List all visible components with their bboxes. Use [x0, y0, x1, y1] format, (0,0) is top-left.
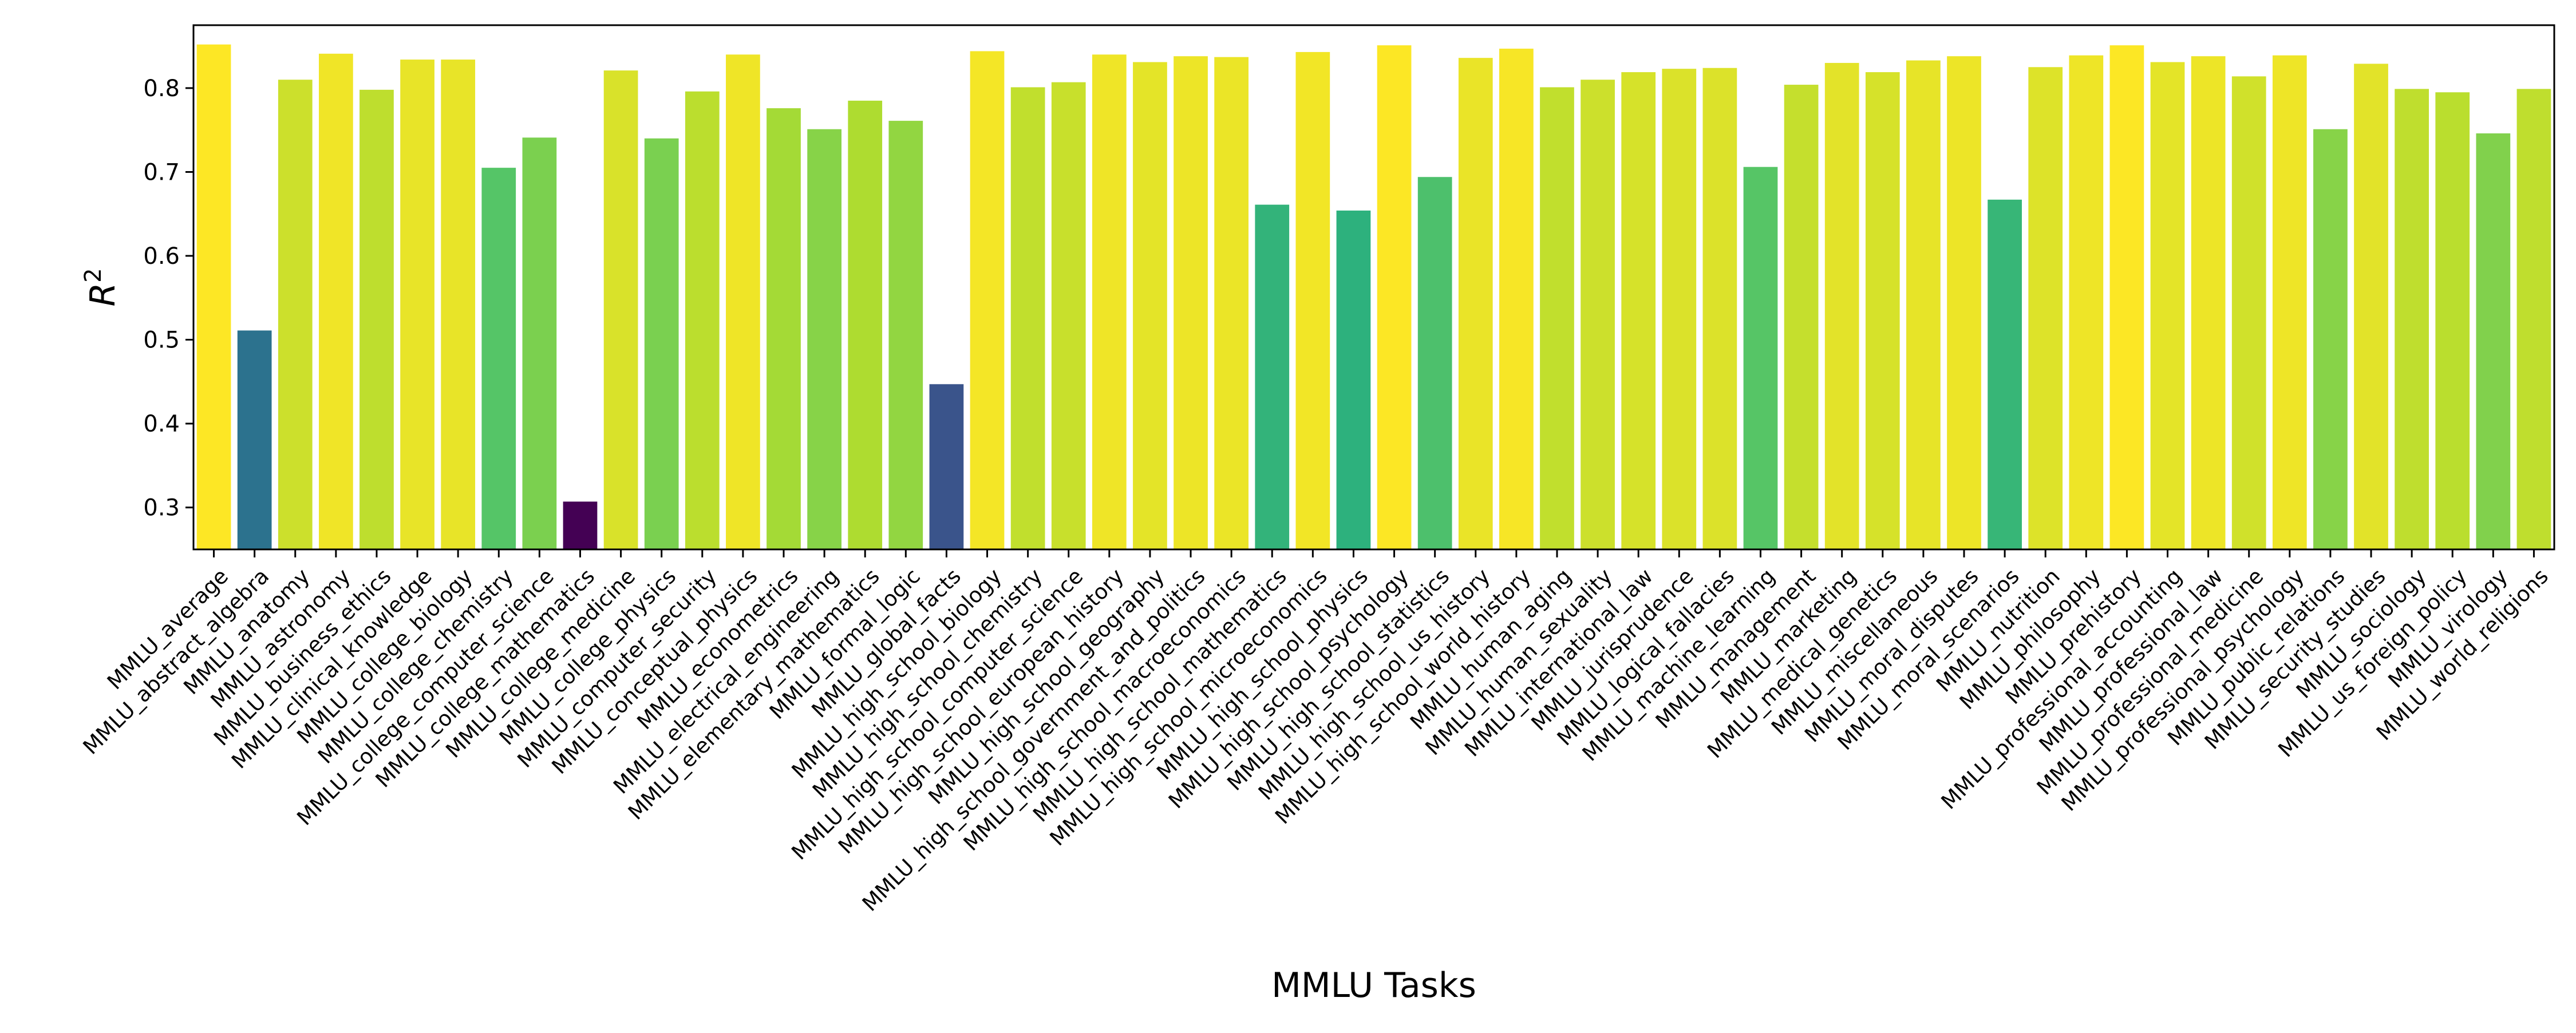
bar-mmlu-high-school-european-history — [1092, 54, 1127, 550]
bar-mmlu-average — [196, 44, 231, 549]
bar-mmlu-prehistory — [2109, 45, 2144, 550]
y-tick-label: 0.7 — [143, 159, 180, 185]
bar-mmlu-professional-law — [2191, 56, 2226, 550]
bar-mmlu-high-school-us-history — [1458, 58, 1493, 549]
bar-mmlu-management — [1784, 85, 1819, 549]
bar-mmlu-high-school-biology — [970, 51, 1005, 550]
bar-mmlu-international-law — [1621, 72, 1656, 549]
bar-mmlu-high-school-government-and-politics — [1174, 56, 1208, 550]
bar-mmlu-high-school-microeconomics — [1295, 52, 1330, 549]
y-axis-label-superscript: 2 — [80, 268, 106, 282]
x-axis: MMLU_averageMMLU_abstract_algebraMMLU_an… — [78, 549, 2553, 916]
y-axis: 0.3 0.4 0.5 0.6 0.7 0.8 — [143, 76, 193, 521]
bar-mmlu-world-religions — [2516, 89, 2551, 549]
y-tick-label: 0.5 — [143, 327, 180, 354]
y-axis-label: R2 — [80, 268, 123, 306]
bar-mmlu-elementary-mathematics — [848, 100, 883, 549]
bar-mmlu-marketing — [1824, 62, 1859, 549]
bar-mmlu-college-computer-science — [522, 137, 557, 549]
bar-mmlu-sociology — [2395, 89, 2429, 549]
bar-mmlu-machine-learning — [1743, 167, 1778, 549]
y-tick-label: 0.4 — [143, 411, 180, 437]
bar-mmlu-high-school-macroeconomics — [1214, 57, 1249, 549]
bar-mmlu-logical-fallacies — [1702, 68, 1737, 549]
bar-mmlu-college-medicine — [603, 70, 638, 549]
bar-mmlu-college-biology — [441, 60, 476, 550]
bar-mmlu-moral-scenarios — [1988, 199, 2022, 550]
bar-mmlu-high-school-chemistry — [1010, 87, 1045, 549]
bar-mmlu-formal-logic — [888, 121, 923, 549]
bar-mmlu-business-ethics — [359, 89, 394, 550]
bar-mmlu-econometrics — [767, 108, 801, 550]
bar-mmlu-college-chemistry — [481, 168, 516, 549]
bar-mmlu-high-school-world-history — [1499, 49, 1534, 550]
bar-mmlu-clinical-knowledge — [400, 60, 434, 550]
bar-mmlu-professional-medicine — [2231, 76, 2266, 549]
bar-mmlu-public-relations — [2313, 129, 2348, 550]
bar-mmlu-electrical-engineering — [807, 129, 841, 550]
bar-mmlu-nutrition — [2028, 67, 2063, 549]
bar-mmlu-high-school-mathematics — [1255, 204, 1290, 549]
bar-mmlu-us-foreign-policy — [2435, 92, 2470, 549]
bar-mmlu-anatomy — [278, 80, 313, 549]
bar-mmlu-high-school-psychology — [1377, 45, 1412, 550]
bar-mmlu-high-school-computer-science — [1051, 82, 1086, 549]
x-axis-label: MMLU Tasks — [1271, 965, 1476, 1006]
bars-group — [196, 44, 2551, 550]
y-axis-label-base: R — [83, 283, 123, 307]
y-tick-label: 0.8 — [143, 76, 180, 102]
bar-mmlu-high-school-physics — [1336, 210, 1371, 549]
bar-mmlu-professional-accounting — [2150, 62, 2185, 550]
bar-mmlu-virology — [2476, 133, 2511, 549]
bar-mmlu-global-facts — [929, 384, 964, 549]
bar-mmlu-jurisprudence — [1662, 69, 1697, 549]
bar-mmlu-computer-security — [685, 91, 720, 549]
bar-mmlu-human-aging — [1540, 87, 1574, 549]
plot-frame — [192, 24, 2555, 551]
bar-mmlu-security-studies — [2354, 64, 2388, 550]
bar-mmlu-college-physics — [644, 138, 679, 550]
bar-mmlu-abstract-algebra — [237, 330, 272, 549]
bar-mmlu-philosophy — [2069, 55, 2104, 549]
bar-mmlu-high-school-statistics — [1417, 177, 1452, 549]
bar-mmlu-high-school-geography — [1133, 62, 1167, 550]
y-tick-label: 0.6 — [143, 243, 180, 270]
bar-mmlu-astronomy — [319, 53, 353, 549]
bar-mmlu-miscellaneous — [1906, 60, 1941, 549]
bar-mmlu-conceptual-physics — [726, 54, 760, 550]
y-tick-label: 0.3 — [143, 495, 180, 521]
bar-mmlu-college-mathematics — [563, 501, 598, 549]
bar-mmlu-human-sexuality — [1581, 80, 1615, 549]
bar-mmlu-professional-psychology — [2272, 55, 2307, 549]
bar-mmlu-medical-genetics — [1865, 72, 1900, 549]
bar-mmlu-moral-disputes — [1947, 56, 1981, 550]
